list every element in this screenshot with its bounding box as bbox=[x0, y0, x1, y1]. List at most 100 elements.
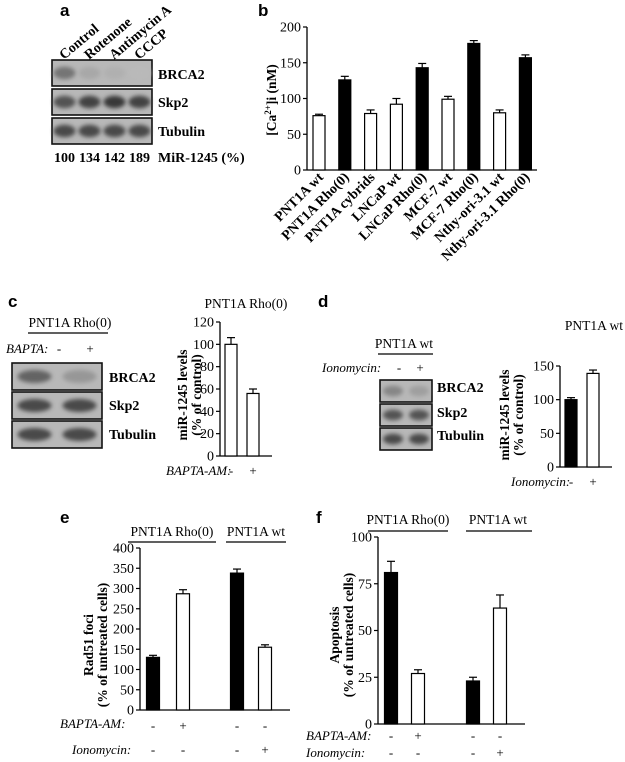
chart-f-ylabel-2: (% of untreated cells) bbox=[341, 573, 356, 698]
bar bbox=[465, 680, 481, 725]
y-tick-label: 150 bbox=[113, 643, 134, 658]
y-tick-label: 100 bbox=[351, 531, 372, 546]
blot-band bbox=[17, 428, 52, 441]
panel-a: a Control Rotenone Antimycin A CCCP BRCA… bbox=[51, 1, 245, 166]
condition-sign: - bbox=[235, 742, 239, 757]
blot-d-label-brca2: BRCA2 bbox=[437, 381, 484, 396]
y-tick-label: 100 bbox=[533, 393, 554, 408]
blot-band bbox=[62, 428, 97, 441]
y-tick-label: 40 bbox=[200, 405, 214, 420]
blot-band bbox=[53, 95, 76, 109]
y-tick-label: 0 bbox=[547, 461, 554, 476]
bar bbox=[564, 399, 578, 468]
blot-label-skp2: Skp2 bbox=[158, 96, 188, 111]
blot-d-sign-minus: - bbox=[397, 360, 401, 375]
blot-band bbox=[53, 66, 76, 80]
blot-band bbox=[128, 66, 151, 80]
bar bbox=[257, 646, 273, 711]
y-tick-label: 0 bbox=[207, 450, 214, 465]
chart-f-cond-bapta: BAPTA-AM: bbox=[306, 728, 371, 743]
y-tick-label: 80 bbox=[200, 360, 214, 375]
condition-sign: - bbox=[471, 745, 475, 760]
bar bbox=[338, 79, 352, 171]
panel-letter-f: f bbox=[316, 508, 322, 527]
blot-band bbox=[383, 409, 403, 421]
y-tick-label: 50 bbox=[358, 624, 372, 639]
y-tick-label: 100 bbox=[193, 338, 214, 353]
blot-band bbox=[78, 95, 101, 109]
condition-sign: - bbox=[416, 745, 420, 760]
blot-band bbox=[383, 433, 403, 445]
chart-c-ylabel-1: miR-1245 levels bbox=[175, 349, 190, 440]
condition-sign: - bbox=[235, 718, 239, 733]
y-tick-label: 75 bbox=[358, 577, 372, 592]
y-tick-label: 0 bbox=[127, 704, 134, 719]
condition-sign: - bbox=[151, 718, 155, 733]
blot-label-tubulin: Tubulin bbox=[158, 125, 205, 140]
bar bbox=[312, 115, 326, 171]
blot-strip bbox=[379, 403, 433, 427]
y-tick-label: 50 bbox=[287, 128, 301, 143]
blot-c-sign-plus: + bbox=[86, 341, 93, 356]
bar bbox=[410, 672, 426, 725]
blot-label-brca2: BRCA2 bbox=[158, 68, 205, 83]
chart-d: 0 50 100 150 - + bbox=[533, 360, 612, 489]
bar bbox=[415, 67, 429, 171]
blot-band bbox=[103, 95, 126, 109]
x-sign: - bbox=[229, 463, 233, 478]
y-tick-label: 200 bbox=[113, 623, 134, 638]
y-tick-label: 150 bbox=[533, 360, 554, 375]
blot-c-header: PNT1A Rho(0) bbox=[29, 315, 112, 330]
blot-d-sign-plus: + bbox=[416, 360, 423, 375]
bar bbox=[229, 572, 245, 711]
bar bbox=[246, 392, 260, 457]
blot-band bbox=[409, 433, 429, 445]
chart-e-cond-bapta: BAPTA-AM: bbox=[60, 716, 125, 731]
y-tick-label: 200 bbox=[280, 21, 301, 36]
blot-band bbox=[78, 124, 101, 138]
x-sign: + bbox=[249, 463, 256, 478]
panel-letter-b: b bbox=[258, 1, 268, 20]
blot-band bbox=[53, 124, 76, 138]
y-tick-label: 400 bbox=[113, 542, 134, 557]
chart-f-ylabel-1: Apoptosis bbox=[327, 606, 342, 663]
y-tick-label: 50 bbox=[120, 683, 134, 698]
chart-d-title: PNT1A wt bbox=[565, 318, 623, 333]
blot-c-label-brca2: BRCA2 bbox=[109, 371, 156, 386]
blot-band bbox=[409, 385, 429, 397]
chart-b-ylabel: [Ca2+]i (nM) bbox=[263, 64, 279, 136]
blot-c-condition: BAPTA: bbox=[6, 341, 48, 356]
chart-e-ylabel-1: Rad51 foci bbox=[81, 614, 96, 676]
chart-d-xcond: Ionomycin: bbox=[510, 474, 570, 489]
condition-sign: + bbox=[179, 718, 186, 733]
blot-d-label-tubulin: Tubulin bbox=[437, 429, 484, 444]
chart-f-cond-iono: Ionomycin: bbox=[305, 745, 365, 760]
condition-sign: - bbox=[471, 728, 475, 743]
chart-c-xcond: BAPTA-AM: bbox=[166, 463, 231, 478]
condition-sign: - bbox=[181, 742, 185, 757]
y-tick-label: 20 bbox=[200, 427, 214, 442]
blot-band bbox=[17, 399, 52, 412]
chart-e-ylabel-2: (% of untreated cells) bbox=[95, 583, 110, 708]
blot-d-label-skp2: Skp2 bbox=[437, 406, 467, 421]
condition-sign: - bbox=[389, 728, 393, 743]
y-tick-label: 350 bbox=[113, 562, 134, 577]
y-tick-label: 50 bbox=[540, 427, 554, 442]
bar bbox=[518, 57, 533, 171]
blot-band bbox=[103, 124, 126, 138]
western-blot-d bbox=[379, 379, 433, 451]
bar bbox=[389, 103, 403, 171]
blot-strip bbox=[379, 427, 433, 451]
bar bbox=[586, 372, 600, 468]
chart-f: 0 25 50 75 100 - + - - - - - + bbox=[351, 531, 525, 760]
blot-band bbox=[62, 370, 97, 383]
blot-band bbox=[62, 399, 97, 412]
panel-letter-a: a bbox=[60, 1, 70, 20]
chart-e-group-2: PNT1A wt bbox=[227, 524, 285, 539]
blot-c-label-tubulin: Tubulin bbox=[109, 428, 156, 443]
bar bbox=[224, 343, 238, 457]
mir-values-row: 100 134 142 189 MiR-1245 (%) bbox=[54, 151, 245, 166]
western-blot-c bbox=[11, 362, 103, 449]
panel-c: c PNT1A Rho(0) BAPTA: - + BRCA2 Skp2 Tub… bbox=[6, 292, 287, 478]
